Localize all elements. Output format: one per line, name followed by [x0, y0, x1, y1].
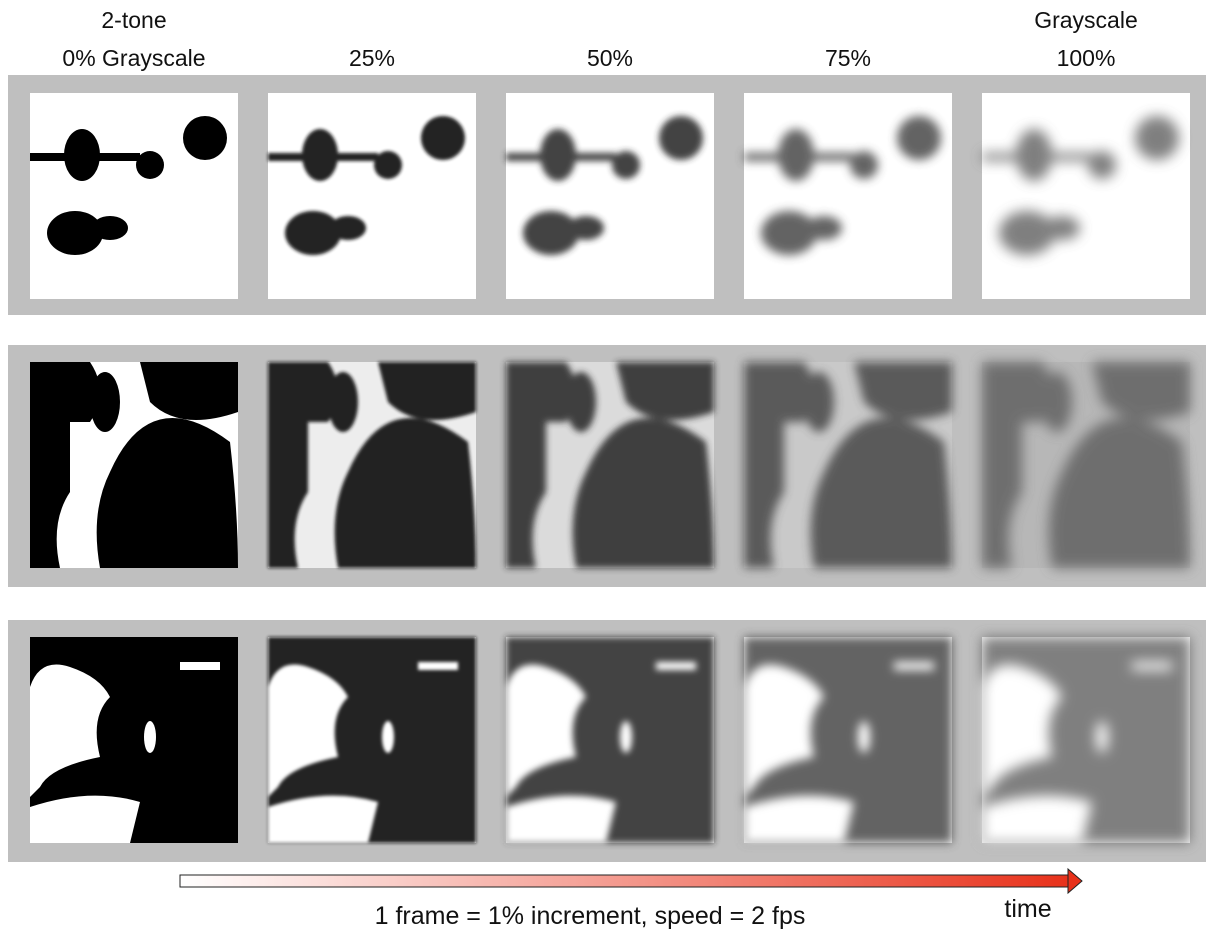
image-cell	[744, 637, 952, 843]
image-shape	[330, 216, 366, 240]
image-shape	[268, 153, 378, 161]
image-shape	[806, 216, 842, 240]
image-cell	[268, 93, 476, 299]
image-highlight	[268, 796, 378, 843]
image-highlight	[30, 796, 140, 843]
image-highlight	[418, 662, 458, 670]
caption: 1 frame = 1% increment, speed = 2 fps	[375, 902, 806, 930]
column-header: 50%	[587, 45, 633, 71]
image-cell	[744, 362, 952, 568]
image-grid	[30, 93, 1190, 843]
image-cell	[506, 93, 714, 299]
column-header: 25%	[349, 45, 395, 71]
image-shape	[92, 216, 128, 240]
image-shape	[982, 153, 1092, 161]
image-shape	[659, 116, 703, 160]
page: {"columns": [["2-tone", "0% Grayscale"],…	[0, 0, 1206, 933]
column-header: 0% Grayscale	[62, 45, 205, 71]
image-shape	[1088, 151, 1116, 179]
image-cell	[982, 93, 1190, 299]
image-cell	[506, 362, 714, 568]
image-highlight	[894, 662, 934, 670]
image-shape	[90, 372, 120, 432]
time-label: time	[1004, 895, 1051, 923]
image-highlight	[1096, 721, 1108, 753]
image-cell	[30, 93, 238, 299]
column-header: Grayscale	[1034, 7, 1138, 33]
image-shape	[804, 372, 834, 432]
column-header: 2-tone	[101, 7, 166, 33]
image-shape	[568, 216, 604, 240]
image-cell	[30, 362, 238, 568]
image-highlight	[744, 796, 854, 843]
image-cell	[268, 362, 476, 568]
image-shape	[421, 116, 465, 160]
image-cell	[30, 637, 238, 843]
image-highlight	[180, 662, 220, 670]
image-cell	[268, 637, 476, 843]
figure: 1 frame = 1% increment, speed = 2 fps ti…	[0, 0, 1206, 933]
image-shape	[1135, 116, 1179, 160]
image-shape	[1044, 216, 1080, 240]
image-shape	[566, 372, 596, 432]
image-highlight	[656, 662, 696, 670]
image-highlight	[506, 796, 616, 843]
arrow-head	[1068, 869, 1082, 893]
image-highlight	[1132, 662, 1172, 670]
image-cell	[982, 637, 1190, 843]
column-header: 100%	[1057, 45, 1116, 71]
image-shape	[1042, 372, 1072, 432]
image-shape	[897, 116, 941, 160]
time-arrow	[180, 875, 1070, 887]
image-highlight	[144, 721, 156, 753]
image-shape	[30, 153, 140, 161]
image-highlight	[982, 796, 1092, 843]
image-shape	[850, 151, 878, 179]
image-cell	[506, 637, 714, 843]
image-shape	[612, 151, 640, 179]
column-header: 75%	[825, 45, 871, 71]
image-cell	[982, 362, 1190, 568]
image-shape	[506, 153, 616, 161]
image-shape	[744, 153, 854, 161]
image-shape	[183, 116, 227, 160]
image-highlight	[620, 721, 632, 753]
image-highlight	[858, 721, 870, 753]
image-shape	[374, 151, 402, 179]
image-shape	[136, 151, 164, 179]
image-highlight	[382, 721, 394, 753]
image-shape	[328, 372, 358, 432]
image-cell	[744, 93, 952, 299]
